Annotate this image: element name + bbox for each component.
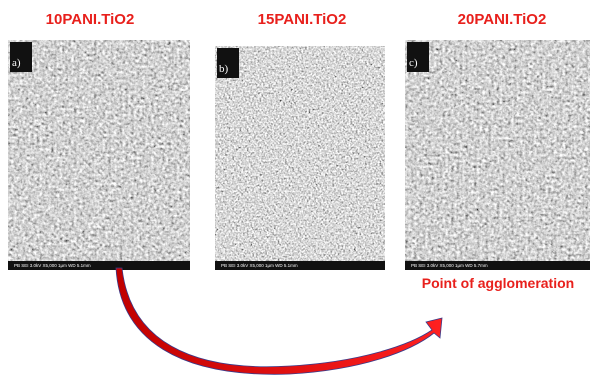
panel-title: 20PANI.TiO2 [458, 11, 547, 28]
panel-title: 10PANI.TiO2 [46, 11, 135, 28]
sem-image [405, 40, 590, 270]
info-text: PB SEI 3.0kV X5,000 1μm WD 5.1mm [221, 263, 298, 268]
panel-title: 15PANI.TiO2 [258, 11, 347, 28]
panels: 10PANI.TiO2 a) PB SEI 3.0kV X5,000 1μm WD … [8, 11, 590, 270]
label-box [407, 42, 429, 72]
panel-label: c) [409, 57, 418, 69]
info-text: PB SEI 3.0kV X5,000 1μm WD 5.1mm [14, 263, 91, 268]
sem-image [8, 40, 190, 270]
label-box [217, 48, 239, 78]
curved-arrow [115, 267, 443, 375]
info-bar [405, 261, 590, 270]
panel-label: b) [219, 63, 229, 75]
info-bar [215, 261, 385, 270]
info-bar [8, 261, 190, 270]
label-box [10, 42, 32, 72]
panel-label: a) [12, 57, 21, 69]
info-text: PB SEI 3.0kV X5,000 1μm WD 5.7mm [411, 263, 488, 268]
sem-image [215, 46, 385, 270]
annotation: Point of agglomeration [422, 275, 574, 291]
